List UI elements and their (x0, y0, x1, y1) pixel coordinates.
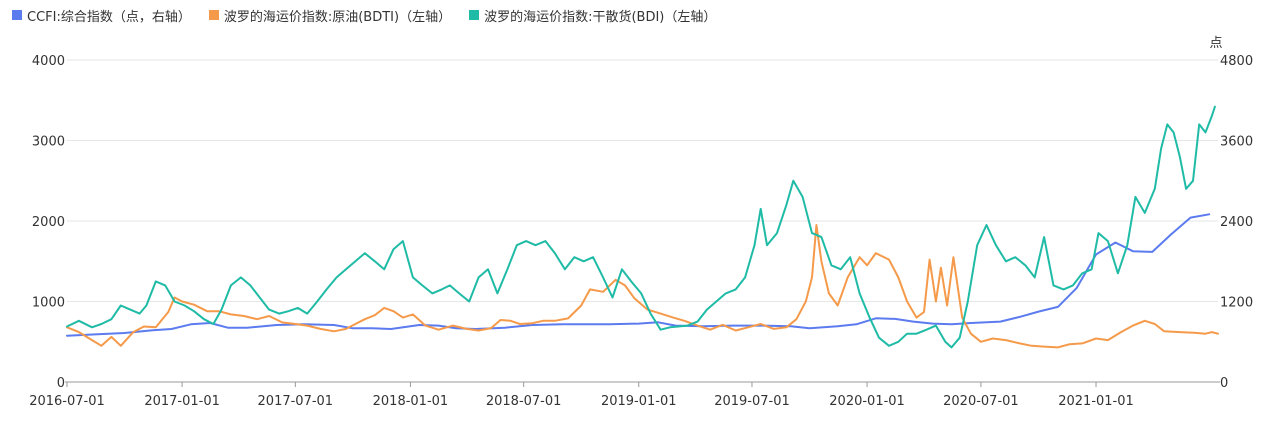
right-axis-ticks: 0 1200 2400 3600 4800 (1220, 54, 1253, 391)
gridlines (67, 59, 1218, 302)
x-tick-label: 2017-07-01 (258, 394, 334, 409)
y-right-tick-label: 1200 (1220, 296, 1253, 311)
y-left-tick-label: 3000 (32, 135, 65, 150)
y-left-tick-label: 0 (57, 376, 65, 391)
series-lines (66, 105, 1219, 349)
series-line-1 (66, 224, 1219, 349)
legend-label-bdi: 波罗的海运价指数:干散货(BDI)（左轴） (484, 9, 717, 25)
legend-item-bdti[interactable]: 波罗的海运价指数:原油(BDTI)（左轴） (208, 6, 452, 25)
legend-item-bdi[interactable]: 波罗的海运价指数:干散货(BDI)（左轴） (469, 6, 716, 25)
chart-legend: CCFI:综合指数（点，右轴） 波罗的海运价指数:原油(BDTI)（左轴） 波罗… (12, 5, 734, 25)
x-tick-label: 2019-07-01 (714, 394, 790, 409)
x-tick-label: 2020-01-01 (829, 394, 905, 409)
legend-item-ccfi[interactable]: CCFI:综合指数（点，右轴） (12, 6, 191, 25)
y-right-tick-label: 4800 (1220, 54, 1253, 69)
x-tick-label: 2018-07-01 (486, 394, 562, 409)
legend-label-ccfi: CCFI:综合指数（点，右轴） (27, 9, 191, 25)
legend-swatch-ccfi (12, 10, 22, 20)
left-axis-ticks: 0 1000 2000 3000 4000 (32, 54, 65, 391)
x-tick-label: 2021-01-01 (1058, 394, 1134, 409)
legend-swatch-bdti (208, 10, 219, 20)
legend-swatch-bdi (469, 10, 480, 20)
series-line-0 (66, 213, 1211, 337)
x-axis: 2016-07-01 2017-01-01 2017-07-01 2018-01-01… (29, 381, 1220, 409)
y-right-tick-label: 3600 (1220, 135, 1253, 150)
y-left-tick-label: 4000 (32, 54, 65, 69)
y-left-tick-label: 2000 (32, 215, 65, 230)
y-left-tick-label: 1000 (32, 296, 65, 311)
x-tick-label: 2020-07-01 (943, 394, 1019, 409)
x-tick-label: 2018-01-01 (373, 394, 449, 409)
x-tick-label: 2016-07-01 (29, 394, 105, 409)
right-axis-unit: 点 (1209, 36, 1222, 51)
x-tick-label: 2017-01-01 (144, 394, 220, 409)
series-line-2 (66, 105, 1216, 349)
y-right-tick-label: 0 (1220, 376, 1228, 391)
x-tick-label: 2019-01-01 (601, 394, 677, 409)
y-right-tick-label: 2400 (1220, 215, 1253, 230)
legend-label-bdti: 波罗的海运价指数:原油(BDTI)（左轴） (223, 9, 452, 25)
